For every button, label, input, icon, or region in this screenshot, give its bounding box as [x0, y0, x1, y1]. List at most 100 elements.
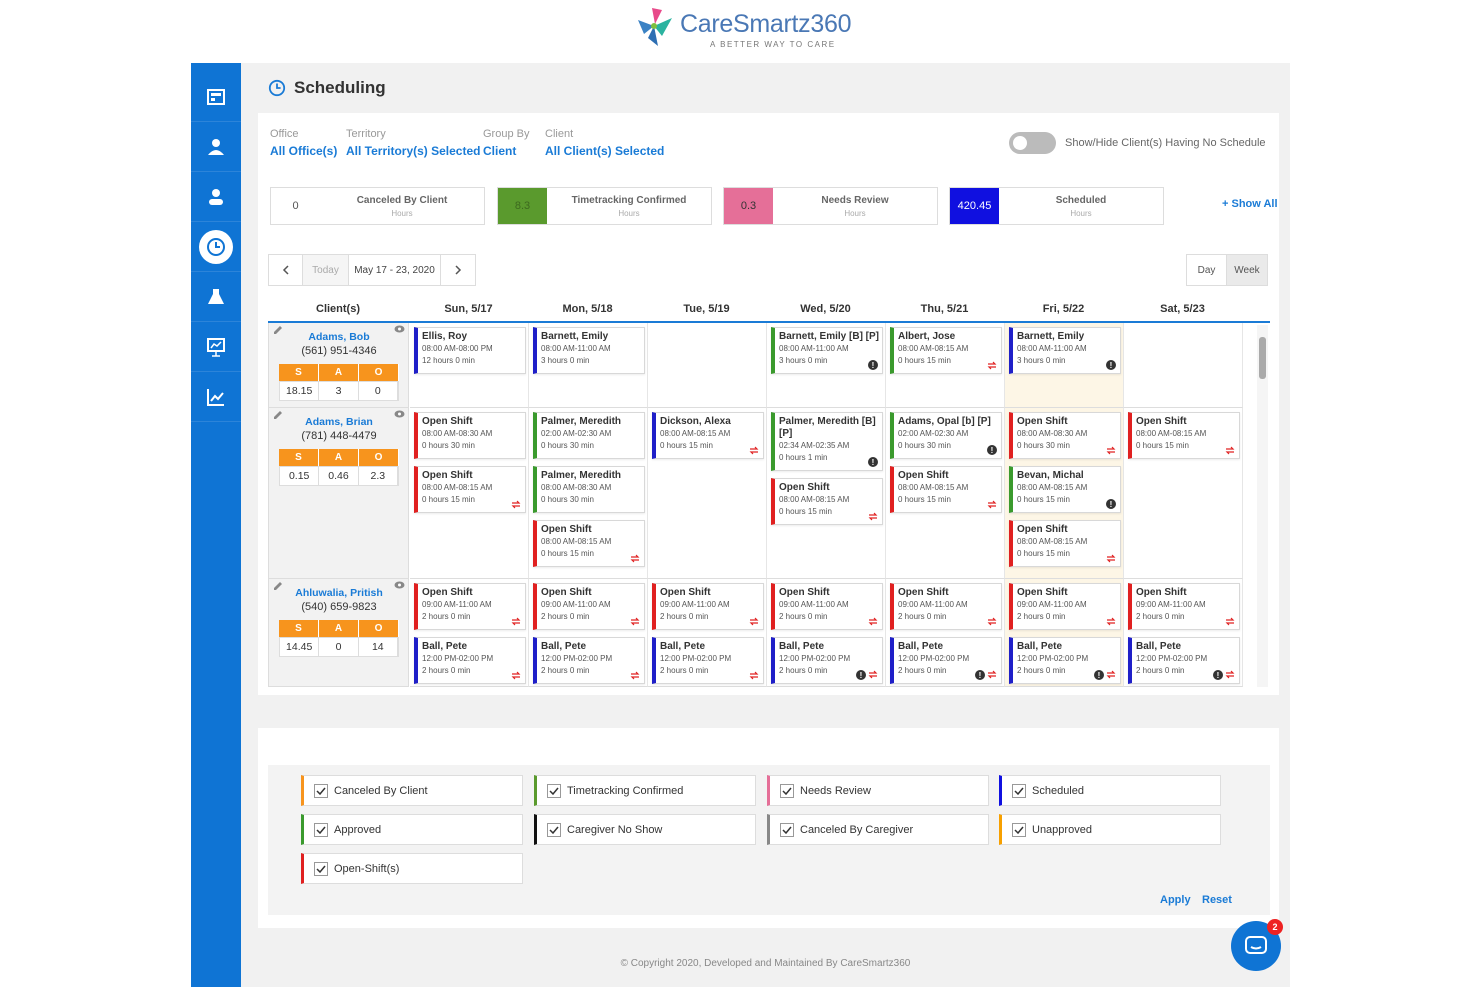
filter-value[interactable]: Client: [483, 144, 517, 158]
eye-icon[interactable]: [394, 325, 405, 333]
filter-group-by[interactable]: Group By Client: [483, 128, 529, 158]
checkbox[interactable]: [314, 783, 328, 798]
week-view-button[interactable]: Week: [1227, 255, 1267, 285]
summary-card-needs-review[interactable]: 0.3 Needs Review Hours: [723, 187, 938, 225]
summary-card-canceled[interactable]: 0 Canceled By Client Hours: [270, 187, 485, 225]
checkbox[interactable]: [314, 861, 328, 876]
checkbox[interactable]: [780, 783, 794, 798]
day-cell[interactable]: [767, 408, 886, 579]
shift-card[interactable]: Ball, Pete 12:00 PM-02:00 PM 2 hours 0 min: [533, 637, 645, 684]
info-icon[interactable]: !: [1094, 670, 1104, 680]
day-cell[interactable]: [648, 579, 767, 687]
day-cell[interactable]: [410, 579, 529, 687]
day-cell[interactable]: [529, 579, 648, 687]
filter-value[interactable]: All Office(s): [270, 144, 338, 158]
day-cell[interactable]: [767, 323, 886, 408]
info-icon[interactable]: !: [1106, 360, 1116, 370]
day-cell[interactable]: [410, 323, 529, 408]
legend-filter-item[interactable]: Open-Shift(s): [301, 853, 523, 884]
shift-card[interactable]: Open Shift 08:00 AM-08:15 AM 0 hours 15 mi…: [890, 466, 1002, 513]
shift-card[interactable]: Open Shift 09:00 AM-11:00 AM 2 hours 0 min: [771, 583, 883, 630]
shift-card[interactable]: Ball, Pete 12:00 PM-02:00 PM 2 hours 0 min…: [1009, 637, 1121, 684]
filter-office[interactable]: Office All Office(s): [270, 128, 337, 158]
day-cell[interactable]: [1124, 408, 1243, 579]
chat-button[interactable]: 2: [1231, 919, 1283, 971]
eye-icon[interactable]: [394, 581, 405, 589]
info-icon[interactable]: !: [975, 670, 985, 680]
sidebar-item-scheduling[interactable]: [191, 223, 241, 272]
shift-card[interactable]: Ball, Pete 12:00 PM-02:00 PM 2 hours 0 min…: [1128, 637, 1240, 684]
client-name[interactable]: Adams, Brian: [305, 416, 373, 428]
day-cell[interactable]: [767, 579, 886, 687]
filter-value[interactable]: All Territory(s) Selected: [346, 144, 481, 158]
legend-filter-item[interactable]: Approved: [301, 814, 523, 845]
filter-value[interactable]: All Client(s) Selected: [545, 144, 665, 158]
legend-filter-item[interactable]: Timetracking Confirmed: [534, 775, 756, 806]
legend-filter-item[interactable]: Canceled By Client: [301, 775, 523, 806]
shift-card[interactable]: Palmer, Meredith 08:00 AM-08:30 AM 0 hours…: [533, 466, 645, 513]
shift-card[interactable]: Dickson, Alexa 08:00 AM-08:15 AM 0 hours 1…: [652, 412, 764, 459]
today-button[interactable]: Today: [303, 255, 349, 285]
info-icon[interactable]: !: [868, 360, 878, 370]
day-view-button[interactable]: Day: [1187, 255, 1227, 285]
client-name[interactable]: Adams, Bob: [308, 331, 370, 343]
shift-card[interactable]: Open Shift 09:00 AM-11:00 AM 2 hours 0 min: [1128, 583, 1240, 630]
shift-card[interactable]: Barnett, Emily [B] [P] 08:00 AM-11:00 AM 3…: [771, 327, 883, 374]
shift-card[interactable]: Palmer, Meredith [B] [P] 02:34 AM-02:35 AM…: [771, 412, 883, 471]
info-icon[interactable]: !: [987, 445, 997, 455]
checkbox[interactable]: [547, 783, 561, 798]
shift-card[interactable]: Adams, Opal [b] [P] 02:00 AM-02:30 AM 0 ho…: [890, 412, 1002, 459]
shift-card[interactable]: Open Shift 08:00 AM-08:15 AM 0 hours 15 mi…: [1009, 520, 1121, 567]
edit-icon[interactable]: [273, 325, 283, 335]
day-cell[interactable]: [1124, 323, 1243, 408]
checkbox[interactable]: [314, 822, 328, 837]
shift-card[interactable]: Open Shift 08:00 AM-08:15 AM 0 hours 15 mi…: [414, 466, 526, 513]
shift-card[interactable]: Open Shift 08:00 AM-08:15 AM 0 hours 15 mi…: [771, 478, 883, 525]
eye-icon[interactable]: [394, 410, 405, 418]
legend-filter-item[interactable]: Caregiver No Show: [534, 814, 756, 845]
shift-card[interactable]: Ball, Pete 12:00 PM-02:00 PM 2 hours 0 min…: [890, 637, 1002, 684]
summary-card-timetracking[interactable]: 8.3 Timetracking Confirmed Hours: [497, 187, 712, 225]
shift-card[interactable]: Open Shift 08:00 AM-08:15 AM 0 hours 15 mi…: [1128, 412, 1240, 459]
sidebar-item-caregivers[interactable]: [191, 173, 241, 222]
shift-card[interactable]: Ball, Pete 12:00 PM-02:00 PM 2 hours 0 min: [414, 637, 526, 684]
day-cell[interactable]: [886, 323, 1005, 408]
filter-client[interactable]: Client All Client(s) Selected: [545, 128, 664, 158]
shift-card[interactable]: Palmer, Meredith 02:00 AM-02:30 AM 0 hours…: [533, 412, 645, 459]
apply-button[interactable]: Apply: [1160, 894, 1191, 906]
shift-card[interactable]: Open Shift 09:00 AM-11:00 AM 2 hours 0 min: [533, 583, 645, 630]
shift-card[interactable]: Open Shift 09:00 AM-11:00 AM 2 hours 0 min: [414, 583, 526, 630]
prev-week-button[interactable]: [269, 255, 303, 285]
info-icon[interactable]: !: [856, 670, 866, 680]
client-name[interactable]: Ahluwalia, Pritish: [295, 587, 383, 599]
scrollbar-thumb[interactable]: [1259, 337, 1266, 379]
show-all-link[interactable]: + Show All: [1222, 198, 1278, 210]
shift-card[interactable]: Open Shift 08:00 AM-08:15 AM 0 hours 15 mi…: [533, 520, 645, 567]
sidebar-item-reports[interactable]: [191, 323, 241, 372]
checkbox[interactable]: [780, 822, 794, 837]
shift-card[interactable]: Open Shift 08:00 AM-08:30 AM 0 hours 30 mi…: [414, 412, 526, 459]
shift-card[interactable]: Bevan, Michal 08:00 AM-08:15 AM 0 hours 15…: [1009, 466, 1121, 513]
day-cell[interactable]: [410, 408, 529, 579]
grid-scrollbar[interactable]: [1257, 325, 1268, 687]
filter-territory[interactable]: Territory All Territory(s) Selected: [346, 128, 480, 158]
edit-icon[interactable]: [273, 581, 283, 591]
shift-card[interactable]: Open Shift 09:00 AM-11:00 AM 2 hours 0 min: [890, 583, 1002, 630]
shift-card[interactable]: Barnett, Emily 08:00 AM-11:00 AM 3 hours 0…: [1009, 327, 1121, 374]
info-icon[interactable]: !: [868, 457, 878, 467]
shift-card[interactable]: Open Shift 09:00 AM-11:00 AM 2 hours 0 min: [1009, 583, 1121, 630]
next-week-button[interactable]: [441, 255, 475, 285]
shift-card[interactable]: Barnett, Emily 08:00 AM-11:00 AM 3 hours 0…: [533, 327, 645, 374]
edit-icon[interactable]: [273, 410, 283, 420]
checkbox[interactable]: [1012, 783, 1026, 798]
show-hide-toggle[interactable]: [1009, 132, 1056, 154]
day-cell[interactable]: [529, 408, 648, 579]
shift-card[interactable]: Open Shift 08:00 AM-08:30 AM 0 hours 30 mi…: [1009, 412, 1121, 459]
shift-card[interactable]: Open Shift 09:00 AM-11:00 AM 2 hours 0 min: [652, 583, 764, 630]
sidebar-item-billing[interactable]: [191, 273, 241, 322]
legend-filter-item[interactable]: Scheduled: [999, 775, 1221, 806]
info-icon[interactable]: !: [1106, 499, 1116, 509]
shift-card[interactable]: Ball, Pete 12:00 PM-02:00 PM 2 hours 0 min…: [771, 637, 883, 684]
shift-card[interactable]: Ellis, Roy 08:00 AM-08:00 PM 12 hours 0 mi…: [414, 327, 526, 374]
day-cell[interactable]: [1124, 579, 1243, 687]
